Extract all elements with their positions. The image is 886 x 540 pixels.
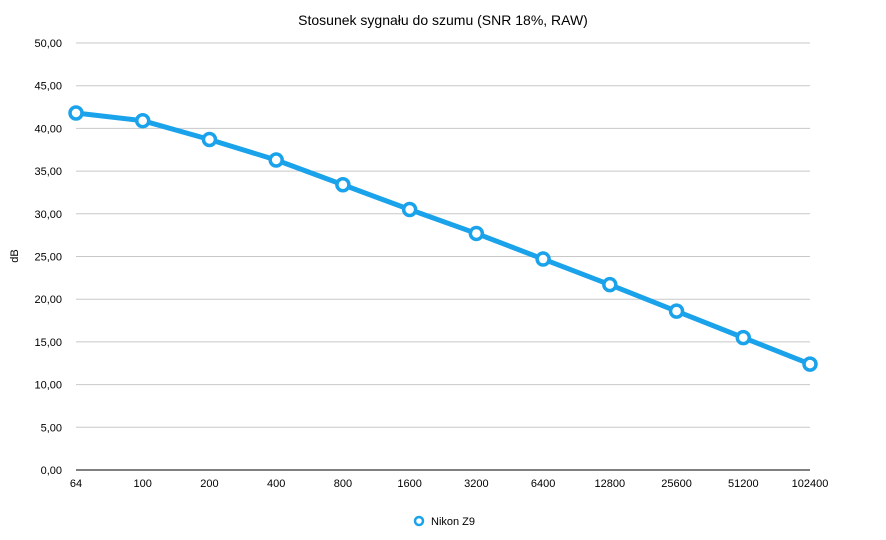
y-tick-label: 5,00 <box>41 422 62 434</box>
gridlines <box>76 42 810 471</box>
data-point <box>335 177 351 193</box>
x-tick-label: 1600 <box>397 478 421 490</box>
chart-title: Stosunek sygnału do szumu (SNR 18%, RAW) <box>298 12 588 28</box>
x-tick-label: 3200 <box>464 478 488 490</box>
x-tick-label: 6400 <box>531 478 555 490</box>
data-point <box>134 112 151 129</box>
series-layer <box>68 105 818 372</box>
y-tick-label: 25,00 <box>34 252 62 264</box>
y-tick-label: 45,00 <box>34 81 62 93</box>
data-point <box>602 276 618 293</box>
y-axis-title: dB <box>9 249 21 262</box>
data-point <box>401 201 418 218</box>
x-tick-label: 64 <box>70 478 82 490</box>
y-tick-label: 0,00 <box>41 465 62 477</box>
series-line <box>73 110 813 367</box>
data-point <box>668 303 685 319</box>
y-tick-label: 40,00 <box>34 123 62 135</box>
x-tick-label: 400 <box>267 478 285 490</box>
x-tick-label: 12800 <box>595 478 626 490</box>
legend: Nikon Z9 <box>413 515 475 528</box>
x-axis-ticks: 64 100 200 400 800 1600 3200 6400 12800 25600 5120… <box>70 478 828 490</box>
y-tick-label: 15,00 <box>34 337 62 349</box>
legend-label: Nikon Z9 <box>431 516 475 528</box>
data-point <box>201 131 218 148</box>
x-tick-label: 51200 <box>728 478 759 490</box>
y-tick-label: 20,00 <box>34 294 62 306</box>
data-point <box>68 105 84 121</box>
y-tick-label: 10,00 <box>34 380 62 392</box>
y-tick-label: 50,00 <box>34 38 62 50</box>
x-tick-label: 25600 <box>661 478 692 490</box>
data-point <box>735 329 752 346</box>
data-point <box>802 356 818 372</box>
x-tick-label: 102400 <box>792 478 829 490</box>
data-point <box>468 225 485 242</box>
y-axis-ticks: 0,00 5,00 10,00 15,00 20,00 25,00 30,00 35,00 40… <box>34 38 62 477</box>
y-tick-label: 30,00 <box>34 209 62 221</box>
data-point <box>268 152 284 168</box>
x-tick-label: 100 <box>134 478 152 490</box>
x-tick-label: 200 <box>200 478 218 490</box>
y-tick-label: 35,00 <box>34 166 62 178</box>
data-point <box>535 251 551 267</box>
legend-marker <box>413 515 425 527</box>
x-tick-label: 800 <box>334 478 352 490</box>
